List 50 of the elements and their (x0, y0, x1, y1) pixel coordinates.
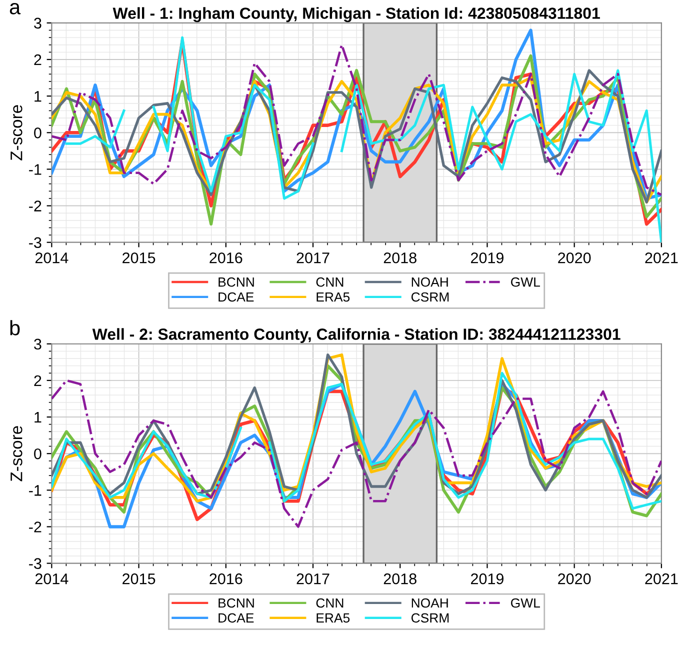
y-tick-label: 0 (34, 448, 42, 460)
legend-label: ERA5 (316, 613, 350, 623)
x-tick-label: 2015 (122, 252, 156, 264)
legend-label: BCNN (218, 598, 254, 608)
legend-label: DCAE (218, 292, 254, 302)
x-tick-label: 2021 (645, 252, 678, 264)
x-tick-label: 2015 (122, 573, 156, 584)
y-axis-title: Z-score (10, 105, 22, 160)
text: b (10, 320, 20, 336)
y-tick-label: -3 (29, 558, 42, 569)
legend-label: NOAH (412, 598, 448, 608)
legend-label: BCNN (218, 277, 254, 287)
x-tick-label: 2017 (296, 573, 330, 584)
y-tick-label: -2 (29, 522, 42, 532)
y-tick-label: 0 (34, 128, 42, 138)
x-tick-label: 2018 (384, 573, 416, 584)
x-tick-label: 2014 (35, 573, 68, 584)
legend-label: GWL (511, 277, 540, 287)
legend-label: CNN (316, 598, 344, 608)
legend-label: CSRM (411, 292, 449, 302)
y-tick-label: -1 (29, 164, 42, 175)
x-tick-label: 2020 (558, 252, 591, 264)
x-tick-label: 2014 (35, 252, 68, 264)
y-tick-label: -3 (29, 237, 42, 248)
chart-title: Well - 1: Ingham County, Michigan - Station Id: 423805084311801 (112, 7, 600, 22)
legend-label: GWL (511, 598, 540, 608)
legend-label: CNN (316, 277, 344, 287)
x-tick-label: 2018 (384, 252, 416, 264)
x-tick-label: 2017 (296, 252, 330, 264)
x-tick-label: 2016 (210, 573, 242, 584)
y-tick-label: 1 (34, 91, 42, 102)
chart-title: Well - 2: Sacramento County, California - Station ID: 382444121123301 (92, 328, 620, 344)
y-tick-label: 3 (34, 18, 42, 29)
y-axis-title: Z-score (10, 426, 22, 482)
x-tick-label: 2021 (645, 573, 678, 584)
legend-label: ERA5 (316, 292, 350, 302)
legend-label: NOAH (412, 277, 448, 287)
x-tick-label: 2019 (471, 252, 504, 264)
x-tick-label: 2016 (210, 252, 242, 264)
y-tick-label: 1 (34, 412, 42, 423)
legend-label: DCAE (218, 613, 254, 623)
y-tick-label: 2 (34, 54, 42, 66)
text: a (10, 3, 21, 14)
y-tick-label: -2 (29, 200, 42, 212)
y-tick-label: 2 (34, 375, 42, 386)
y-tick-label: -1 (29, 485, 42, 496)
x-tick-label: 2020 (558, 573, 591, 584)
legend-label: CSRM (411, 613, 449, 623)
x-tick-label: 2019 (471, 573, 504, 584)
y-tick-label: 3 (34, 338, 42, 350)
